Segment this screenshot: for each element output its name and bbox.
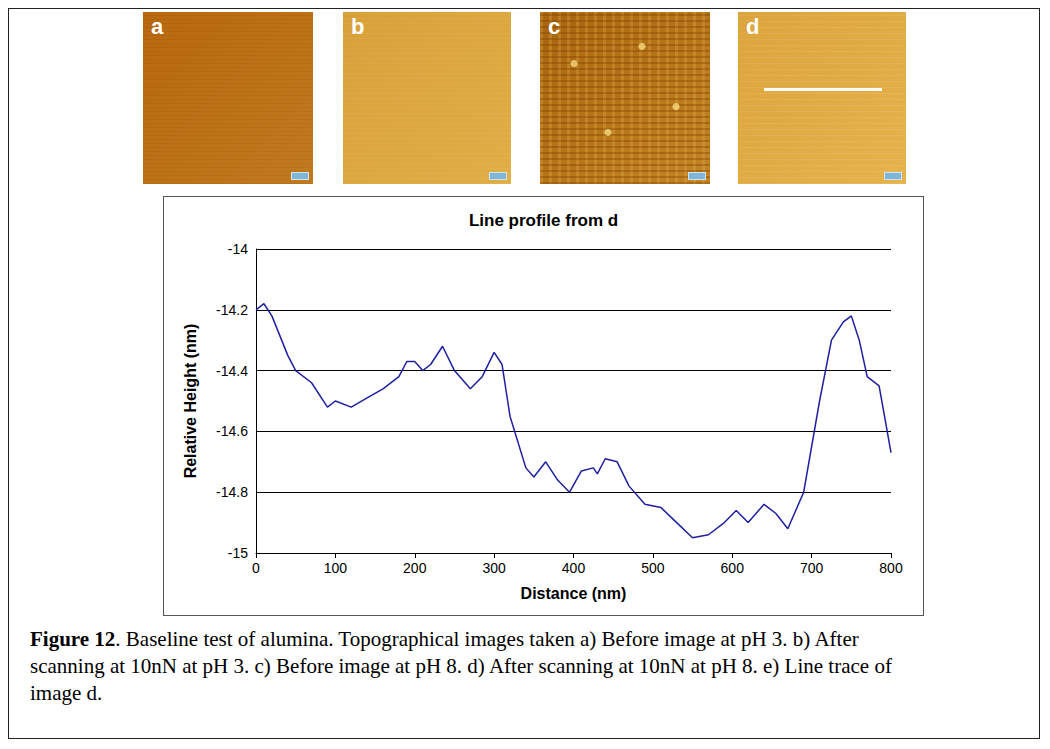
svg-text:-14: -14 (228, 241, 248, 257)
svg-text:300: 300 (482, 560, 506, 576)
svg-text:500: 500 (641, 560, 665, 576)
svg-text:0: 0 (252, 560, 260, 576)
html-text:d: d (746, 14, 760, 39)
svg-text:Line profile from d: Line profile from d (469, 211, 618, 230)
svg-text:200: 200 (403, 560, 427, 576)
html-text:a: a (151, 14, 164, 39)
html-text:Figure 12. Baseline test of al: Figure 12. Baseline test of alumina. Top… (30, 627, 892, 705)
svg-text:-14.2: -14.2 (216, 302, 248, 318)
svg-text:-14.4: -14.4 (216, 363, 248, 379)
html-text:b: b (351, 14, 365, 39)
svg-text:-14.8: -14.8 (216, 484, 248, 500)
svg-text:Relative Height (nm): Relative Height (nm) (182, 324, 199, 479)
svg-text:100: 100 (324, 560, 348, 576)
svg-text:-15: -15 (228, 545, 248, 561)
svg-text:800: 800 (879, 560, 903, 576)
svg-text:600: 600 (721, 560, 745, 576)
svg-text:400: 400 (562, 560, 586, 576)
html-text:c: c (548, 14, 561, 39)
svg-text:Distance (nm): Distance (nm) (521, 585, 627, 602)
svg-text:-14.6: -14.6 (216, 423, 248, 439)
svg-text:700: 700 (800, 560, 824, 576)
